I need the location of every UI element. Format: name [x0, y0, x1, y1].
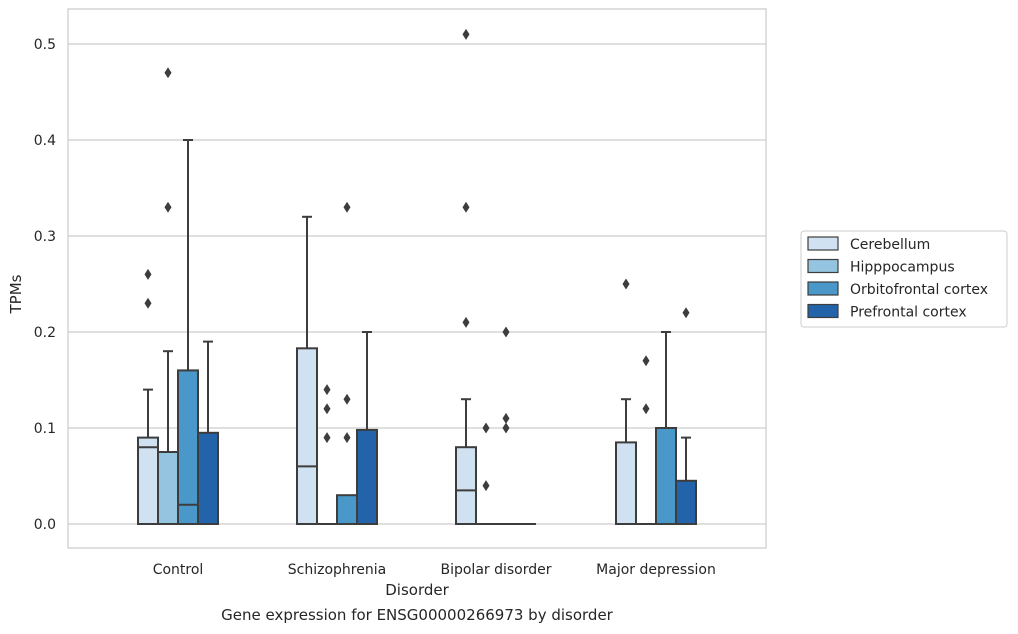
- box-orbitofrontal-cortex: [336, 201, 358, 526]
- box: [336, 494, 358, 526]
- legend-swatch: [807, 258, 839, 274]
- box: [675, 479, 697, 525]
- box-orbitofrontal-cortex: [496, 326, 516, 525]
- box-cerebellum: [455, 28, 477, 526]
- box-plots: [137, 28, 697, 526]
- legend-label: Cerebellum: [850, 237, 930, 253]
- box-orbitofrontal-cortex: [177, 139, 199, 525]
- box: [655, 427, 677, 525]
- box-hipppocampus: [157, 67, 179, 525]
- box: [296, 347, 318, 525]
- outlier-point: [642, 403, 650, 415]
- outlier-point: [682, 307, 690, 319]
- legend-swatch: [807, 236, 839, 251]
- plot-frame: [67, 8, 767, 549]
- x-axis-label: Disorder: [385, 581, 449, 599]
- y-axis-label: TPMs: [7, 274, 25, 314]
- x-axis: Control Schizophrenia Bipolar disorder Majo…: [153, 562, 716, 578]
- outlier-point: [164, 201, 172, 213]
- outlier-point: [323, 403, 331, 415]
- legend-label: Orbitofrontal cortex: [850, 282, 988, 298]
- legend-label: Hipppocampus: [850, 260, 955, 276]
- box-cerebellum: [137, 268, 159, 526]
- outlier-point: [323, 432, 331, 444]
- outlier-point: [502, 412, 510, 424]
- x-tick-label: Major depression: [596, 562, 716, 578]
- outlier-point: [343, 393, 351, 405]
- outlier-point: [343, 432, 351, 444]
- box: [356, 428, 378, 526]
- box-cerebellum: [296, 215, 318, 525]
- x-tick-label: Control: [153, 562, 204, 578]
- outlier-point: [343, 201, 351, 213]
- outlier-point: [462, 201, 470, 213]
- legend-swatch: [807, 281, 839, 296]
- box: [177, 369, 199, 525]
- legend: Cerebellum Hipppocampus Orbitofrontal cort…: [800, 230, 1008, 328]
- x-tick-label: Schizophrenia: [288, 562, 386, 578]
- box: [137, 436, 159, 526]
- y-tick-label: 0.0: [34, 517, 56, 533]
- y-tick-label: 0.3: [34, 229, 56, 245]
- box-prefrontal-cortex: [197, 340, 219, 525]
- box-hipppocampus: [636, 355, 656, 525]
- box-prefrontal-cortex: [356, 331, 378, 526]
- y-tick-label: 0.1: [34, 421, 56, 437]
- legend-label: Prefrontal cortex: [850, 305, 967, 321]
- outlier-point: [502, 422, 510, 434]
- outlier-point: [462, 316, 470, 328]
- outlier-point: [622, 278, 630, 290]
- box: [157, 451, 179, 525]
- box-prefrontal-cortex: [675, 307, 697, 525]
- box: [197, 431, 219, 525]
- box-hipppocampus: [317, 384, 337, 525]
- outlier-point: [323, 384, 331, 396]
- y-tick-label: 0.5: [34, 37, 56, 53]
- box-orbitofrontal-cortex: [655, 331, 677, 525]
- figure-caption: Gene expression for ENSG00000266973 by d…: [221, 606, 613, 624]
- outlier-point: [144, 268, 152, 280]
- outlier-point: [482, 422, 490, 434]
- x-tick-label: Bipolar disorder: [440, 562, 551, 578]
- outlier-point: [502, 326, 510, 338]
- box: [615, 441, 637, 525]
- outlier-point: [164, 67, 172, 79]
- legend-frame: [800, 230, 1008, 328]
- box: [455, 446, 477, 526]
- outlier-point: [462, 28, 470, 40]
- y-tick-label: 0.4: [34, 133, 56, 149]
- box-hipppocampus: [476, 422, 496, 525]
- outlier-point: [144, 297, 152, 309]
- legend-swatch: [807, 303, 839, 319]
- y-tick-label: 0.2: [34, 325, 56, 341]
- outlier-point: [642, 355, 650, 367]
- y-axis: 0.0 0.1 0.2 0.3 0.4 0.5: [34, 37, 56, 533]
- outlier-point: [482, 480, 490, 492]
- box-cerebellum: [615, 278, 637, 525]
